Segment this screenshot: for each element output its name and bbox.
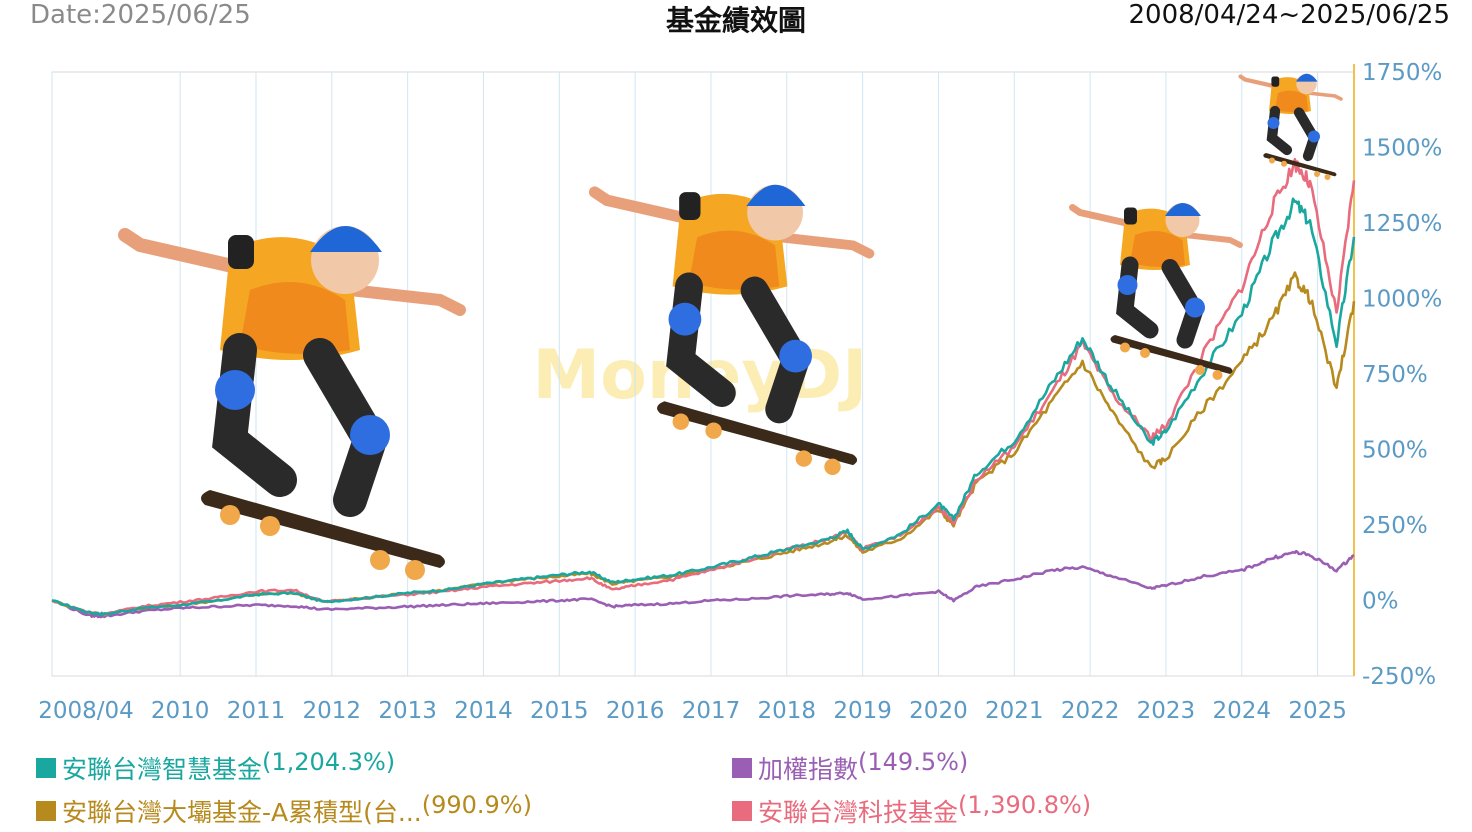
y-tick-label: 500% <box>1362 438 1428 464</box>
legend-swatch <box>732 758 752 778</box>
series-line-1 <box>51 197 1356 617</box>
legend-item-series-1[interactable]: 安聯台灣智慧基金 (1,204.3%) <box>36 748 396 786</box>
y-tick-label: 1500% <box>1362 136 1442 162</box>
x-tick-label: 2023 <box>1137 698 1196 724</box>
legend-swatch <box>36 801 56 821</box>
legend-label: 安聯台灣智慧基金 <box>62 755 263 784</box>
x-tick-label: 2011 <box>227 698 286 724</box>
legend-item-series-3[interactable]: 加權指數 (149.5%) <box>732 748 969 786</box>
x-tick-label: 2025 <box>1288 698 1347 724</box>
chart-title: 基金績效圖 <box>665 4 806 37</box>
legend-label: 加權指數 <box>758 755 859 784</box>
series-line-3 <box>51 549 1355 619</box>
x-tick-label: 2016 <box>606 698 665 724</box>
skater-illustration <box>1238 73 1343 180</box>
skater-illustration <box>588 184 875 475</box>
x-tick-label: 2014 <box>454 698 513 724</box>
legend-value: (1,390.8%) <box>958 791 1092 819</box>
x-tick-label: 2012 <box>303 698 362 724</box>
skater-illustration <box>118 226 466 580</box>
legend-label: 安聯台灣科技基金 <box>758 798 959 827</box>
legend-value: (1,204.3%) <box>262 748 396 776</box>
skater-illustration <box>1069 203 1243 380</box>
x-tick-label: 2022 <box>1061 698 1120 724</box>
y-tick-label: 1000% <box>1362 287 1442 313</box>
x-tick-label: 2019 <box>833 698 892 724</box>
x-tick-label: 2015 <box>530 698 589 724</box>
legend-item-series-2[interactable]: 安聯台灣大壩基金-A累積型(台... (990.9%) <box>36 791 532 829</box>
x-tick-label: 2008/04 <box>38 698 134 724</box>
x-tick-label: 2017 <box>682 698 741 724</box>
x-tick-label: 2013 <box>378 698 437 724</box>
y-tick-label: 1250% <box>1362 211 1442 237</box>
date-label: Date:2025/06/25 <box>30 0 251 30</box>
y-tick-label: 750% <box>1362 362 1428 388</box>
x-tick-label: 2020 <box>909 698 968 724</box>
performance-chart: MoneyDJ 2008/04 2010 2011 2012 2013 2014 2015 2… <box>38 60 1442 724</box>
x-tick-label: 2021 <box>985 698 1044 724</box>
y-tick-label: 1750% <box>1362 60 1442 86</box>
legend-swatch <box>36 758 56 778</box>
x-tick-label: 2018 <box>758 698 817 724</box>
legend-value: (149.5%) <box>858 748 969 776</box>
x-tick-label: 2024 <box>1212 698 1271 724</box>
legend-label: 安聯台灣大壩基金-A累積型(台... <box>62 798 422 827</box>
x-tick-label: 2010 <box>151 698 210 724</box>
y-tick-label: 0% <box>1362 589 1399 615</box>
legend-item-series-4[interactable]: 安聯台灣科技基金 (1,390.8%) <box>732 791 1092 829</box>
y-tick-label: -250% <box>1362 664 1436 690</box>
legend-swatch <box>732 801 752 821</box>
legend-value: (990.9%) <box>421 791 532 819</box>
y-tick-label: 250% <box>1362 513 1428 539</box>
date-range-label: 2008/04/24~2025/06/25 <box>1128 0 1451 30</box>
